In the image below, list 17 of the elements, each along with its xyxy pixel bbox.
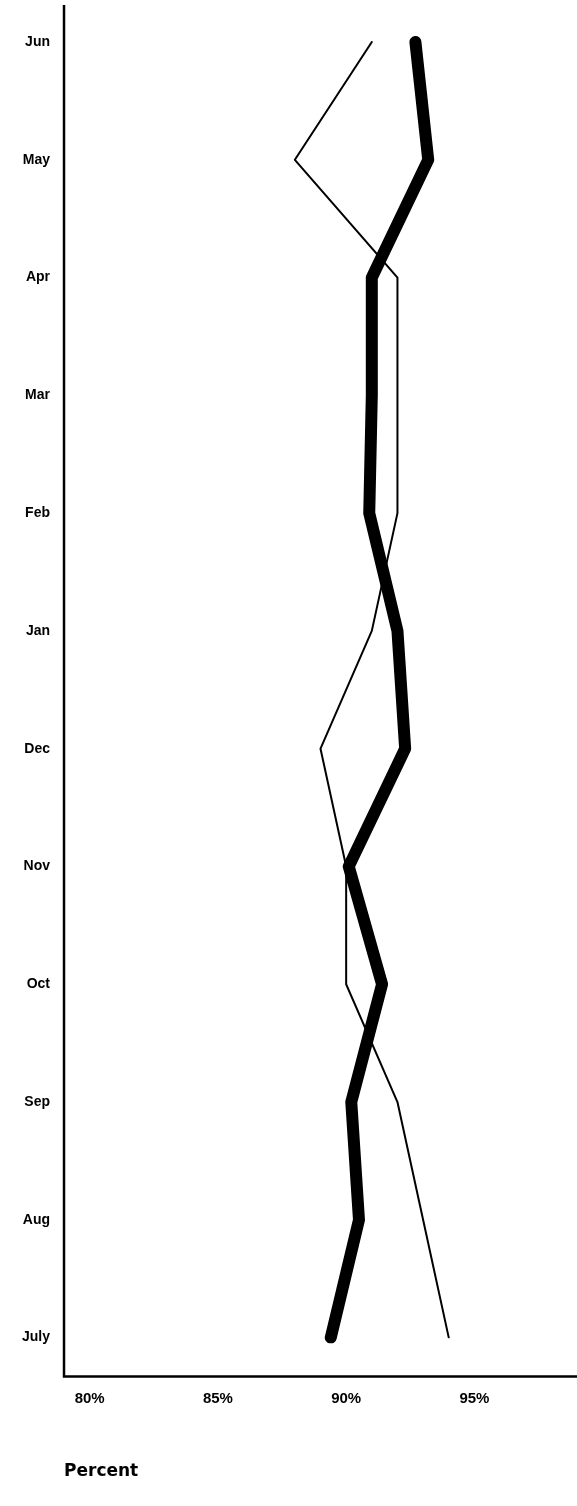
- y-tick-label: Sep: [24, 1092, 51, 1109]
- y-tick-label: Aug: [22, 1210, 51, 1227]
- y-tick-label: July: [22, 1328, 51, 1345]
- y-tick-label: Mar: [25, 386, 51, 403]
- x-tick-label: 80%: [74, 1388, 105, 1406]
- y-tick-label: Nov: [23, 857, 51, 874]
- y-tick-label: Jan: [25, 621, 51, 638]
- y-tick-label: Apr: [25, 268, 51, 285]
- y-tick-label: May: [22, 150, 51, 167]
- y-tick-label: Dec: [24, 739, 51, 756]
- y-tick-label: Jun: [25, 32, 51, 49]
- x-axis-title: Percent: [64, 1460, 139, 1481]
- y-tick-label: Oct: [26, 975, 51, 992]
- y-tick-label: Feb: [25, 503, 51, 520]
- x-tick-label: 95%: [459, 1388, 490, 1406]
- x-tick-label: 90%: [331, 1388, 362, 1406]
- x-tick-label: 85%: [202, 1388, 233, 1406]
